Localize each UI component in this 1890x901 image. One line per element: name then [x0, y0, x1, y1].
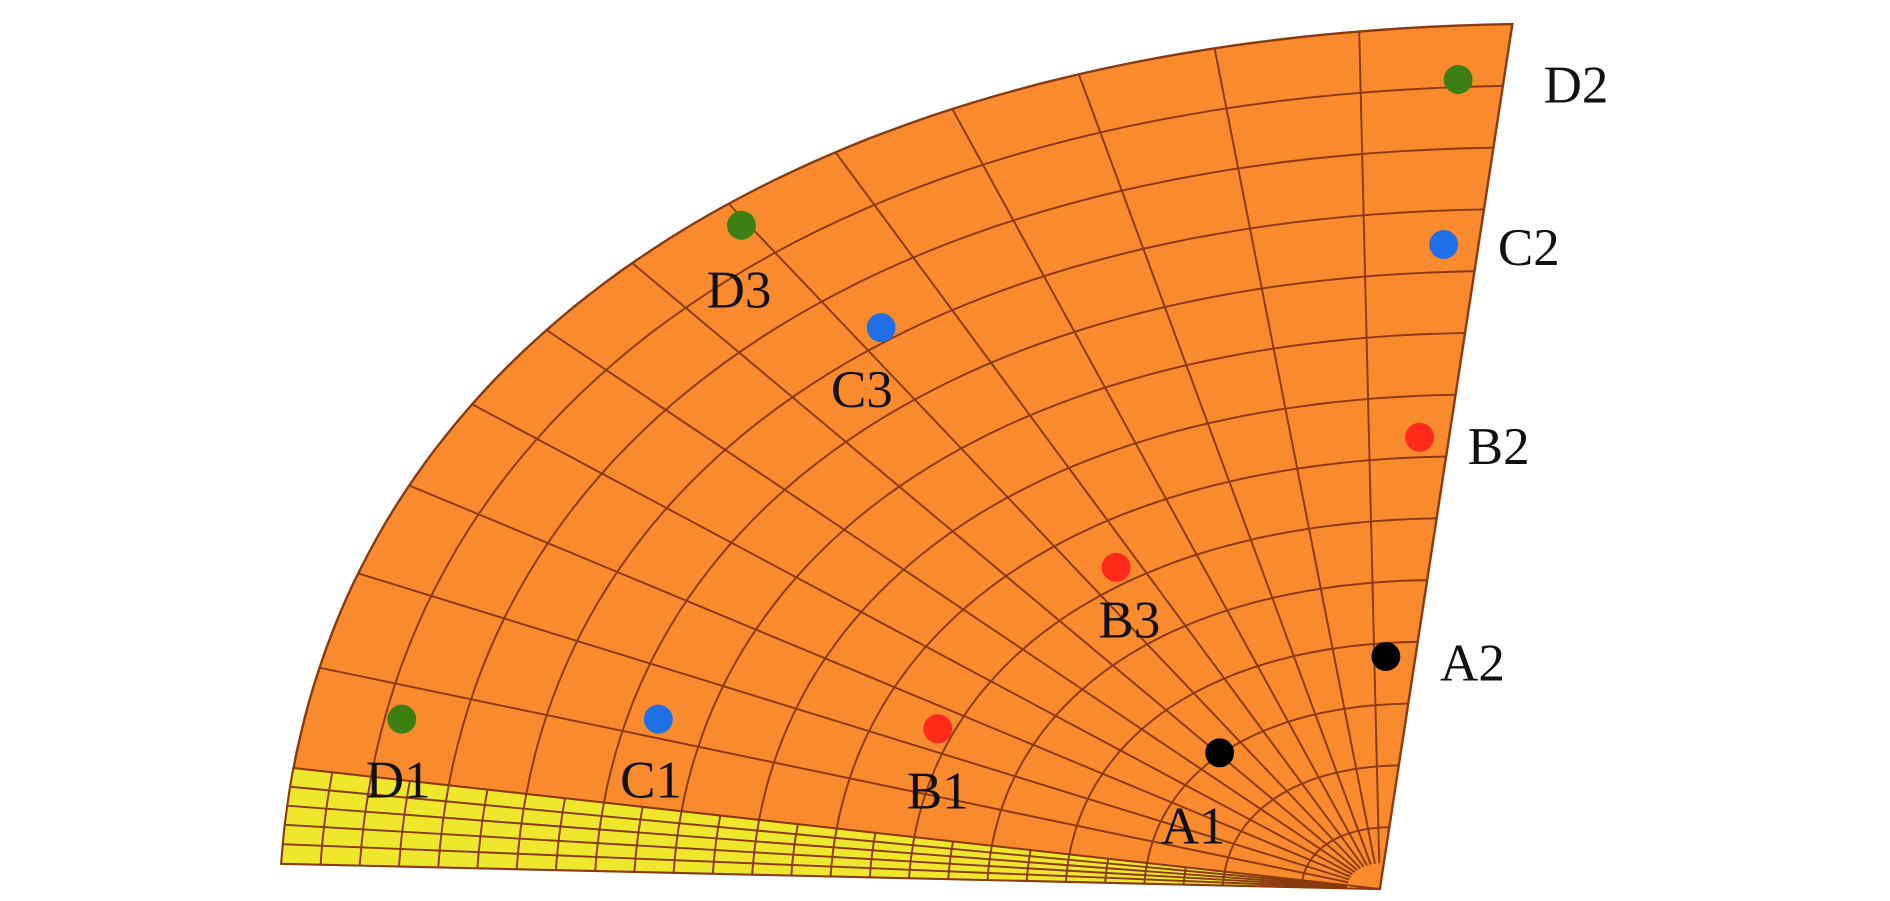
marker-point — [1101, 552, 1131, 582]
point-label: A2 — [1440, 635, 1505, 693]
mesh-line — [947, 841, 955, 880]
marker-point — [1429, 230, 1459, 259]
point-label: D3 — [707, 261, 772, 319]
point-label: D2 — [1544, 56, 1609, 114]
mesh-body — [279, 22, 1514, 891]
mesh-line — [293, 767, 1348, 887]
mesh-line — [471, 403, 1354, 876]
point-label: B1 — [907, 762, 969, 820]
mesh-line — [284, 823, 1348, 888]
mesh-line — [633, 806, 644, 872]
point-label: C2 — [1498, 219, 1560, 277]
mesh-line — [1221, 764, 1399, 886]
mesh-line — [1064, 640, 1418, 882]
mesh-line — [1358, 31, 1381, 864]
marker-point — [1371, 642, 1401, 671]
mesh-line — [1077, 73, 1372, 865]
marker-point — [387, 704, 417, 734]
mesh-line — [1261, 875, 1265, 887]
mesh-line — [398, 780, 411, 867]
mesh-line — [829, 455, 1447, 877]
mesh-line — [834, 151, 1365, 868]
mesh-line — [437, 146, 1494, 868]
marker-point — [1205, 738, 1235, 768]
mesh-line — [290, 785, 1348, 887]
marker-point — [643, 704, 673, 734]
point-label: C1 — [620, 752, 682, 810]
point-label: B2 — [1468, 418, 1530, 476]
points: D2 C2 B2 A2 D3 C3 B3 D1 C1 B1 A1 — [366, 56, 1609, 855]
mesh-line — [1182, 866, 1187, 885]
marker-point — [1443, 65, 1473, 94]
mesh-line — [1213, 48, 1376, 864]
mesh-line — [908, 517, 1437, 879]
mesh — [279, 22, 1514, 891]
mesh-line — [594, 270, 1475, 871]
mesh-line — [951, 108, 1368, 867]
mesh-line — [711, 815, 722, 874]
marker-point — [923, 714, 953, 744]
mesh-line — [319, 666, 1349, 884]
mesh-line — [631, 262, 1359, 871]
marker-point — [866, 313, 896, 343]
point-label: C3 — [831, 361, 893, 419]
point-label: D1 — [366, 752, 431, 810]
mesh-line — [546, 329, 1356, 873]
mesh-line — [751, 393, 1456, 875]
point-label: A1 — [1161, 797, 1226, 855]
mesh-line — [358, 84, 1503, 866]
mesh-line — [727, 203, 1362, 870]
mesh-line — [287, 804, 1348, 888]
mesh-line — [408, 484, 1352, 878]
marker-point — [726, 210, 756, 240]
mesh-line — [515, 208, 1484, 870]
point-label: B3 — [1098, 591, 1160, 649]
mesh-line — [1104, 858, 1110, 883]
mesh-line — [1300, 826, 1390, 888]
marker-point — [1405, 422, 1435, 452]
mesh-line — [319, 772, 334, 865]
mesh-line — [986, 579, 1428, 880]
mesh-line — [357, 572, 1350, 881]
mesh-line — [282, 843, 1347, 889]
mesh-line — [1025, 849, 1032, 881]
mesh-line — [554, 798, 567, 871]
mesh-line — [868, 832, 877, 878]
mesh-line — [790, 823, 799, 876]
mesh-line — [476, 789, 489, 869]
mesh-line — [672, 331, 1466, 873]
